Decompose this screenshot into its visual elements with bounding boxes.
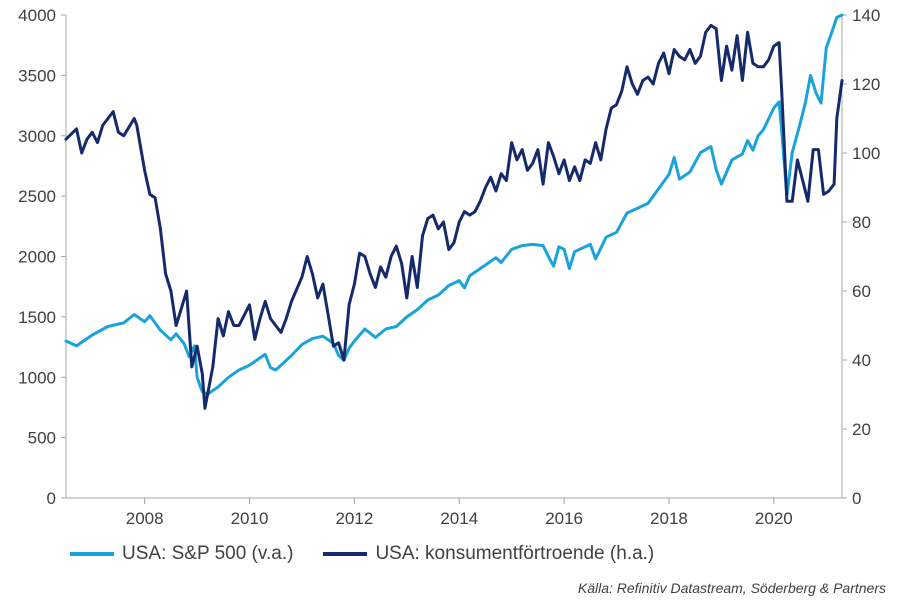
x-tick-label: 2008 [126,509,164,528]
right-y-tick-label: 40 [852,351,871,370]
axes-layer [61,14,847,504]
series-layer [64,13,844,410]
x-tick-label: 2018 [650,509,688,528]
legend-swatch-confidence [323,552,368,556]
legend-item-confidence: USA: konsumentförtroende (h.a.) [323,543,654,565]
right-y-tick-label: 0 [852,489,861,508]
legend-item-sp500: USA: S&P 500 (v.a.) [70,543,293,565]
left-y-tick-label: 3500 [18,66,56,85]
left-y-tick-label: 4000 [18,6,56,25]
x-tick-label: 2016 [545,509,583,528]
right-y-tick-label: 20 [852,420,871,439]
source-note: Källa: Refinitiv Datastream, Söderberg &… [577,580,886,596]
left-y-tick-label: 500 [28,429,56,448]
left-y-tick-label: 1000 [18,368,56,387]
left-y-tick-label: 2000 [18,248,56,267]
series-line-consumer-confidence [64,23,844,410]
legend-swatch-sp500 [70,552,114,556]
right-y-tick-label: 80 [852,213,871,232]
left-y-tick-label: 3000 [18,127,56,146]
right-y-tick-label: 140 [852,6,880,25]
tick-layer: 0 500 1000 1500 2000 2500 3000 3500 4000 0 20 40 60 8… [18,6,880,528]
x-tick-label: 2012 [335,509,373,528]
left-y-tick-label: 0 [47,489,56,508]
left-y-tick-label: 1500 [18,308,56,327]
left-y-tick-label: 2500 [18,187,56,206]
series-line-sp500 [64,13,844,396]
x-tick-label: 2014 [440,509,478,528]
right-y-tick-label: 100 [852,144,880,163]
x-tick-label: 2010 [231,509,269,528]
legend-label-sp500: USA: S&P 500 (v.a.) [122,543,294,564]
legend-label-confidence: USA: konsumentförtroende (h.a.) [375,543,655,564]
right-y-tick-label: 120 [852,75,880,94]
legend: USA: S&P 500 (v.a.) USA: konsumentförtro… [70,543,684,565]
right-y-tick-label: 60 [852,282,871,301]
x-tick-label: 2020 [755,509,793,528]
